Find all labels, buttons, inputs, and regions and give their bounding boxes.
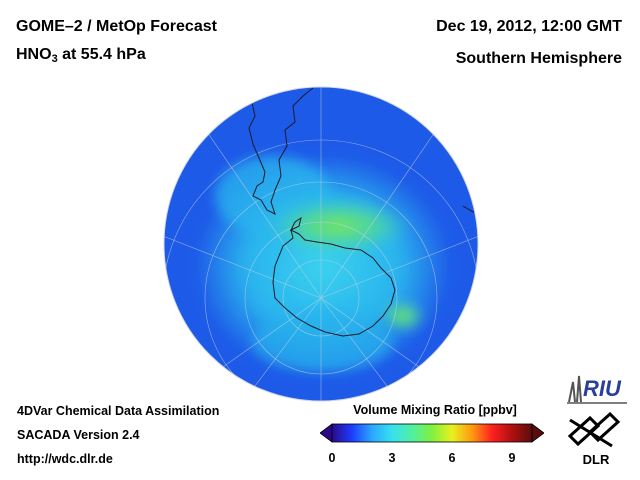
dlr-logo-text: DLR: [583, 452, 610, 467]
footer-method: 4DVar Chemical Data Assimilation: [17, 404, 220, 418]
species-name: HNO: [16, 46, 52, 63]
vmr-field-south: [253, 311, 393, 371]
colorbar-title: Volume Mixing Ratio [ppbv]: [353, 403, 517, 417]
globe-outline: [163, 86, 479, 402]
species-label: HNO3 at 55.4 hPa: [16, 45, 146, 65]
vmr-maximum-band: [266, 198, 410, 254]
dlr-emblem-icon: [567, 412, 621, 448]
colorbar: [320, 423, 544, 443]
colorbar-tick-1: 3: [388, 451, 396, 465]
antarctic-peninsula: [289, 216, 302, 232]
region-label: Southern Hemisphere: [455, 50, 622, 67]
graticule: [164, 87, 478, 401]
riu-logo: RIU: [567, 375, 627, 404]
colorbar-tick-0: 0: [328, 451, 336, 465]
footer-url: http://wdc.dlr.de: [17, 452, 113, 466]
hemisphere-map: [163, 86, 479, 402]
colorbar-tick-3: 9: [508, 451, 516, 465]
riu-logo-text: RIU: [583, 376, 622, 401]
dlr-logo: DLR: [567, 412, 621, 467]
riu-cathedral-icon: [568, 375, 582, 403]
antarctica-coastline: [272, 229, 396, 337]
species-subscript: 3: [51, 53, 58, 65]
forecast-datetime: Dec 19, 2012, 12:00 GMT: [436, 18, 622, 35]
vmr-secondary-maximum: [381, 300, 425, 332]
colorbar-overflow-arrow: [531, 423, 544, 443]
colorbar-ramp: [331, 423, 533, 443]
colorbar-tick-2: 6: [448, 451, 456, 465]
pressure-level: at 55.4 hPa: [57, 46, 146, 63]
footer-version: SACADA Version 2.4: [17, 428, 140, 442]
map-title: GOME–2 / MetOp Forecast: [16, 18, 217, 35]
colorbar-underflow-arrow: [320, 423, 333, 443]
south-america-coastline: [240, 87, 314, 215]
